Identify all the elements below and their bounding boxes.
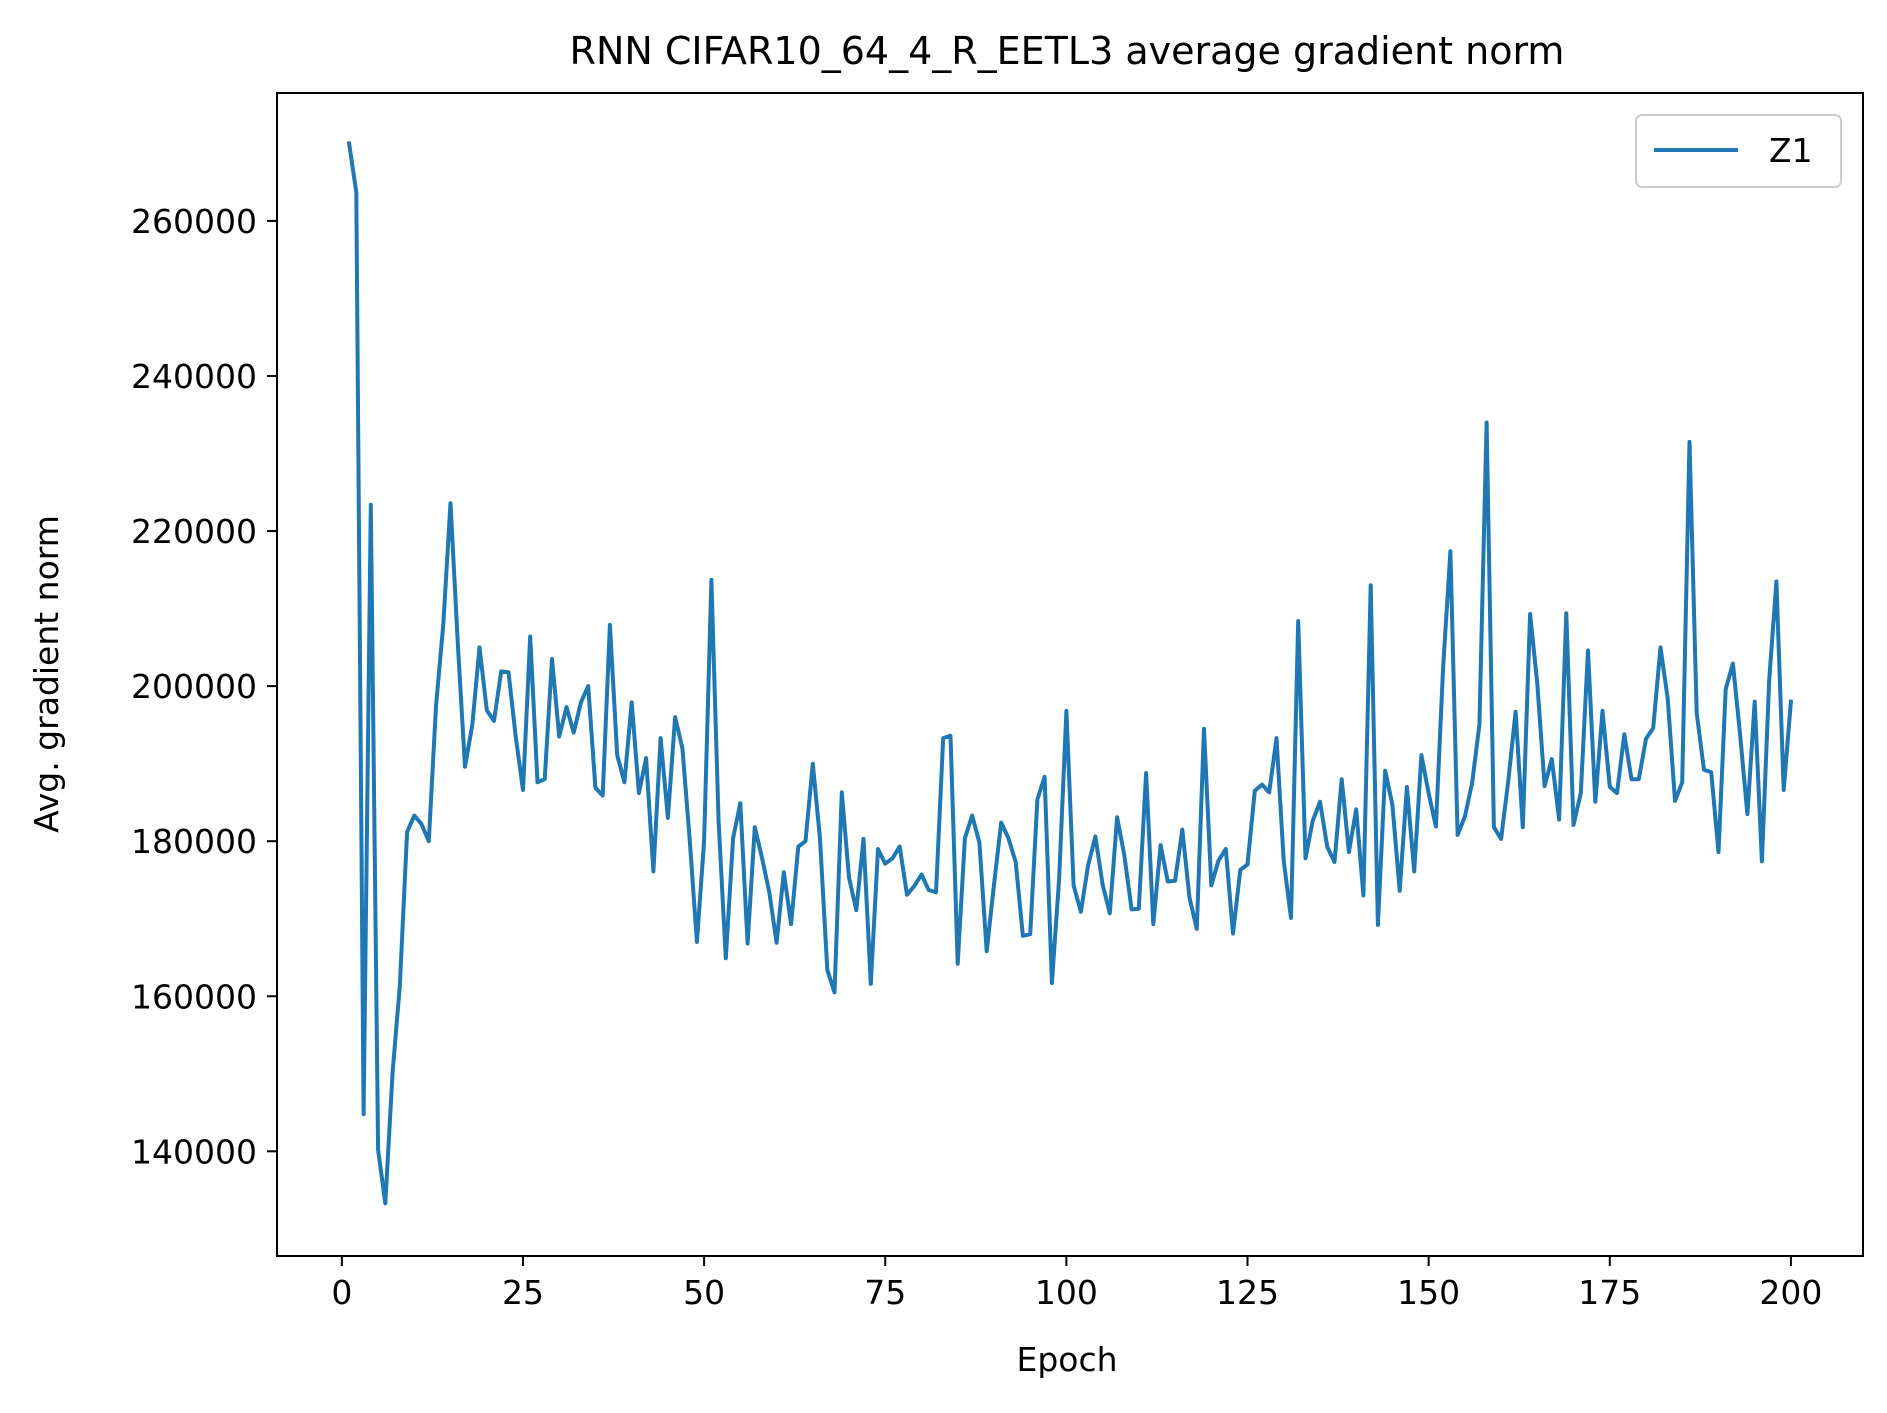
y-tick-label: 180000	[131, 822, 257, 861]
series-line-z1	[346, 141, 1794, 1206]
x-tick-label: 150	[1397, 1273, 1460, 1312]
legend: Z1	[1635, 114, 1842, 188]
x-tick-label: 0	[331, 1273, 352, 1312]
x-tick-label: 75	[864, 1273, 906, 1312]
x-axis-label: Epoch	[1016, 1340, 1117, 1379]
x-tick-label: 50	[683, 1273, 725, 1312]
y-axis-ticks: 140000 160000 180000 200000 220000 240000 2600…	[131, 202, 277, 1171]
x-tick-label: 200	[1759, 1273, 1822, 1312]
x-axis-ticks: 0 25 50 75 100 125 150 175 200	[331, 1256, 1822, 1312]
y-tick-label: 260000	[131, 202, 257, 241]
y-axis-label: Avg. gradient norm	[27, 515, 66, 833]
legend-label-z1: Z1	[1769, 131, 1813, 170]
legend-box	[1635, 114, 1842, 188]
y-tick-label: 240000	[131, 357, 257, 396]
axes-frame	[276, 92, 1864, 1257]
y-tick-label: 160000	[131, 977, 257, 1016]
plot-series	[346, 141, 1794, 1206]
x-tick-label: 125	[1216, 1273, 1279, 1312]
x-tick-label: 25	[502, 1273, 544, 1312]
chart-title: RNN CIFAR10_64_4_R_EETL3 average gradien…	[570, 29, 1565, 73]
y-tick-label: 200000	[131, 667, 257, 706]
y-tick-label: 140000	[131, 1132, 257, 1171]
x-tick-label: 100	[1035, 1273, 1098, 1312]
y-tick-label: 220000	[131, 512, 257, 551]
x-tick-label: 175	[1578, 1273, 1641, 1312]
